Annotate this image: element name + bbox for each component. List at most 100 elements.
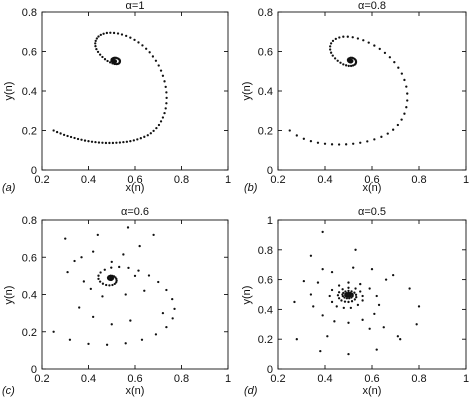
data-point bbox=[321, 268, 324, 271]
y-tick-label: 0 bbox=[31, 364, 37, 376]
x-tick-label: 0.6 bbox=[127, 174, 142, 186]
data-point bbox=[68, 338, 72, 341]
data-point bbox=[171, 317, 174, 320]
data-point bbox=[393, 61, 396, 64]
data-point bbox=[98, 280, 102, 283]
data-point bbox=[383, 51, 387, 55]
data-point bbox=[359, 282, 362, 286]
data-point bbox=[115, 141, 118, 144]
data-point bbox=[95, 47, 98, 51]
data-point bbox=[148, 51, 151, 54]
data-point bbox=[94, 141, 97, 144]
data-point bbox=[163, 80, 166, 83]
data-point bbox=[104, 141, 108, 145]
y-tick-label: 0.6 bbox=[258, 275, 273, 287]
data-point bbox=[361, 318, 364, 321]
data-point bbox=[161, 311, 165, 315]
data-point bbox=[341, 294, 345, 298]
y-tick-label: 0.8 bbox=[22, 215, 37, 227]
data-point bbox=[101, 282, 105, 285]
data-point bbox=[321, 314, 324, 317]
data-point bbox=[122, 141, 125, 144]
data-point bbox=[352, 142, 355, 145]
x-tick-label: 0.2 bbox=[270, 373, 285, 385]
data-point bbox=[76, 137, 80, 141]
data-point bbox=[353, 298, 356, 301]
data-point bbox=[335, 305, 338, 308]
data-point bbox=[124, 293, 127, 296]
data-point bbox=[361, 294, 364, 298]
data-point bbox=[97, 35, 100, 38]
data-point bbox=[408, 287, 411, 290]
data-point bbox=[165, 91, 168, 94]
y-tick-label: 0.2 bbox=[22, 327, 37, 339]
data-point bbox=[406, 99, 409, 102]
data-point bbox=[384, 278, 388, 281]
data-point bbox=[159, 69, 163, 72]
data-point bbox=[129, 140, 132, 143]
y-tick-label: 0.4 bbox=[22, 86, 37, 98]
y-axis-label: y(n) bbox=[241, 82, 253, 101]
data-point bbox=[171, 298, 174, 301]
y-axis-label: y(n) bbox=[3, 82, 15, 101]
x-tick-label: 0.2 bbox=[34, 174, 49, 186]
data-point bbox=[157, 64, 160, 67]
data-point bbox=[163, 111, 166, 115]
data-point bbox=[331, 39, 335, 42]
chart-title: α=0.8 bbox=[358, 0, 386, 12]
chart-panel-1: 0.2 0.4 0.6 0.8 100.20.40.60.8α=1x(n)y(n)(a) bbox=[2, 0, 231, 194]
data-point bbox=[52, 330, 55, 333]
data-point bbox=[161, 74, 165, 77]
data-point bbox=[388, 56, 392, 59]
x-tick-label: 1 bbox=[225, 373, 231, 385]
data-point bbox=[347, 281, 350, 284]
data-point bbox=[353, 291, 356, 294]
data-point bbox=[309, 254, 313, 257]
data-point bbox=[83, 139, 87, 142]
data-point bbox=[329, 45, 332, 48]
x-tick-label: 0.6 bbox=[364, 174, 379, 186]
data-point bbox=[309, 293, 313, 296]
data-point bbox=[120, 33, 124, 36]
data-point bbox=[110, 323, 113, 326]
data-point bbox=[145, 47, 148, 50]
data-point bbox=[386, 132, 389, 135]
data-point bbox=[333, 320, 336, 323]
data-point bbox=[125, 140, 129, 143]
y-tick-label: 0.2 bbox=[258, 126, 273, 138]
data-point bbox=[344, 290, 347, 293]
data-point bbox=[347, 286, 350, 289]
data-point bbox=[337, 284, 341, 287]
data-point bbox=[377, 303, 381, 307]
x-tick-label: 0.4 bbox=[317, 174, 332, 186]
data-point bbox=[80, 256, 83, 259]
data-point bbox=[95, 37, 99, 40]
data-point bbox=[396, 123, 399, 127]
y-tick-label: 0.2 bbox=[22, 126, 37, 138]
data-point bbox=[293, 300, 296, 304]
data-point bbox=[333, 57, 337, 60]
x-tick-label: 0.8 bbox=[411, 373, 426, 385]
data-point bbox=[346, 35, 349, 38]
data-point bbox=[354, 293, 358, 296]
data-point bbox=[102, 32, 105, 35]
y-tick-label: 0.4 bbox=[258, 86, 273, 98]
data-point bbox=[373, 44, 376, 47]
data-point bbox=[339, 61, 342, 64]
panel-label: (d) bbox=[244, 385, 258, 397]
data-point bbox=[368, 327, 371, 330]
data-point bbox=[112, 59, 115, 62]
data-point bbox=[127, 266, 130, 270]
data-point bbox=[400, 72, 403, 75]
data-point bbox=[164, 85, 167, 88]
y-tick-label: 0.8 bbox=[22, 7, 37, 19]
data-point bbox=[295, 134, 298, 137]
data-point bbox=[155, 126, 158, 130]
data-point bbox=[140, 338, 144, 341]
data-point bbox=[73, 136, 76, 140]
data-point bbox=[161, 116, 165, 119]
data-point bbox=[337, 143, 341, 146]
x-tick-label: 1 bbox=[225, 174, 231, 186]
data-point bbox=[373, 138, 376, 141]
